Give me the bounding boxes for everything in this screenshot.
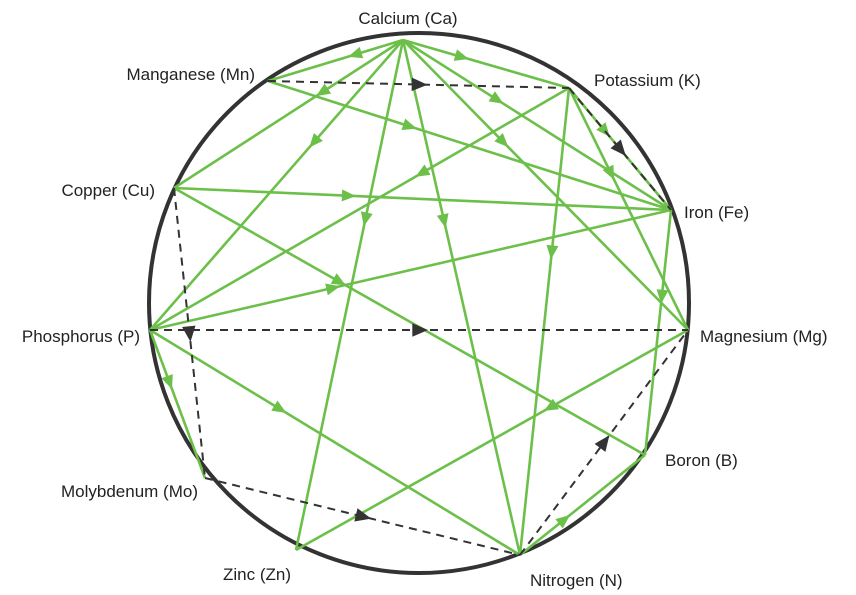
arrow-ca-p xyxy=(309,133,323,148)
label-molybdenum: Molybdenum (Mo) xyxy=(61,482,198,501)
link-k-p xyxy=(149,86,570,332)
arrow-mn-fe xyxy=(401,118,417,130)
label-zinc: Zinc (Zn) xyxy=(223,565,291,584)
arrow-cu-b xyxy=(330,273,346,286)
link-ca-mn xyxy=(267,38,404,83)
arrow-ca-zn xyxy=(360,211,373,227)
link-p-mo xyxy=(148,329,207,479)
link-ca-k xyxy=(402,38,570,90)
link-fe-b xyxy=(643,209,673,456)
arrow-cu-fe xyxy=(341,189,356,202)
arrow-ca-mn xyxy=(348,46,364,59)
label-magnesium: Magnesium (Mg) xyxy=(700,327,828,346)
arrow-ca-fe xyxy=(488,91,504,104)
link-mo-n-dashed xyxy=(204,477,521,556)
label-phosphorus: Phosphorus (P) xyxy=(22,327,140,346)
arrow-mn-k-dashed xyxy=(411,77,428,92)
arrow-mo-n-dashed xyxy=(354,508,372,522)
arrow-k-n xyxy=(546,244,559,260)
link-ca-zn xyxy=(294,39,405,551)
antagonism-links xyxy=(150,77,689,556)
link-k-fe-dashed xyxy=(568,87,672,211)
label-copper: Copper (Cu) xyxy=(61,181,155,200)
arrow-p-mg-dashed xyxy=(412,323,428,337)
arrow-n-b xyxy=(555,515,570,529)
link-cu-fe xyxy=(173,186,672,212)
link-n-b xyxy=(519,453,646,557)
arrow-n-mg-dashed xyxy=(594,435,610,452)
arrow-p-mo xyxy=(161,374,173,390)
arrow-k-fe-dashed xyxy=(610,139,626,156)
arrow-k-p xyxy=(415,164,431,177)
link-mg-zn xyxy=(295,328,689,552)
arrow-mg-zn xyxy=(543,398,559,411)
node-labels: Calcium (Ca) Potassium (K) Iron (Fe) Mag… xyxy=(22,9,828,590)
arrow-p-n xyxy=(271,400,287,413)
link-ca-p xyxy=(149,39,404,331)
arrow-ca-cu xyxy=(316,83,332,97)
link-p-n xyxy=(149,328,521,557)
label-calcium: Calcium (Ca) xyxy=(358,9,457,28)
link-ca-n xyxy=(401,39,522,556)
label-nitrogen: Nitrogen (N) xyxy=(530,571,623,590)
interaction-circle xyxy=(147,31,691,575)
link-ca-fe xyxy=(402,38,672,212)
link-ca-cu xyxy=(173,38,404,190)
arrow-cu-mo-dashed xyxy=(182,325,196,342)
link-k-n xyxy=(518,87,571,556)
link-p-fe xyxy=(149,208,672,332)
label-boron: Boron (B) xyxy=(665,451,738,470)
label-iron: Iron (Fe) xyxy=(684,203,749,222)
arrow-ca-n xyxy=(436,213,449,229)
arrow-k-mg xyxy=(602,164,615,180)
label-potassium: Potassium (K) xyxy=(594,71,701,90)
arrow-ca-k xyxy=(453,49,469,61)
arrow-p-fe xyxy=(325,283,341,296)
link-cu-b xyxy=(173,186,646,457)
stimulation-links xyxy=(148,38,690,557)
link-mn-fe xyxy=(267,79,672,212)
label-manganese: Manganese (Mn) xyxy=(126,65,255,84)
link-ca-mg xyxy=(402,39,689,331)
arrow-fe-b xyxy=(656,289,669,304)
arrow-ca-mg xyxy=(494,133,509,148)
